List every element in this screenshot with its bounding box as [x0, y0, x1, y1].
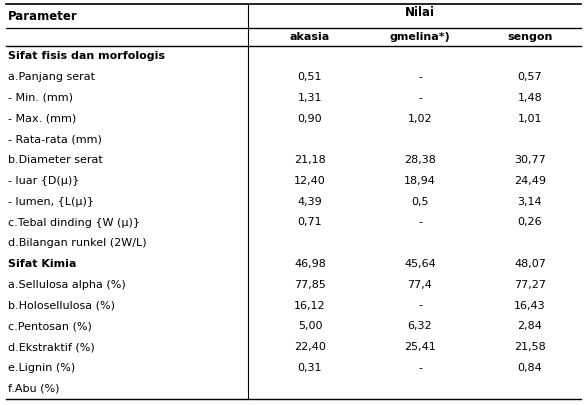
Text: f.Abu (%): f.Abu (%): [8, 384, 60, 394]
Text: a.Panjang serat: a.Panjang serat: [8, 72, 95, 82]
Text: 0,71: 0,71: [298, 217, 322, 228]
Text: Sifat Kimia: Sifat Kimia: [8, 259, 77, 269]
Text: 25,41: 25,41: [404, 342, 436, 352]
Text: 2,84: 2,84: [518, 321, 542, 331]
Text: - Rata-rata (mm): - Rata-rata (mm): [8, 134, 102, 145]
Text: 1,31: 1,31: [298, 93, 322, 103]
Text: b.Holosellulosa (%): b.Holosellulosa (%): [8, 301, 115, 311]
Text: a.Sellulosa alpha (%): a.Sellulosa alpha (%): [8, 280, 126, 290]
Text: 77,27: 77,27: [514, 280, 546, 290]
Text: -: -: [418, 72, 422, 82]
Text: 1,48: 1,48: [518, 93, 542, 103]
Text: 0,51: 0,51: [298, 72, 322, 82]
Text: -: -: [418, 93, 422, 103]
Text: 18,94: 18,94: [404, 176, 436, 186]
Text: sengon: sengon: [507, 32, 553, 42]
Text: 46,98: 46,98: [294, 259, 326, 269]
Text: akasia: akasia: [290, 32, 330, 42]
Text: Parameter: Parameter: [8, 9, 78, 23]
Text: -: -: [418, 301, 422, 311]
Text: e.Lignin (%): e.Lignin (%): [8, 363, 75, 373]
Text: 21,58: 21,58: [514, 342, 546, 352]
Text: 12,40: 12,40: [294, 176, 326, 186]
Text: 48,07: 48,07: [514, 259, 546, 269]
Text: 0,5: 0,5: [411, 197, 429, 207]
Text: c.Tebal dinding {W (μ)}: c.Tebal dinding {W (μ)}: [8, 217, 140, 228]
Text: Sifat fisis dan morfologis: Sifat fisis dan morfologis: [8, 51, 165, 62]
Text: 5,00: 5,00: [298, 321, 322, 331]
Text: 22,40: 22,40: [294, 342, 326, 352]
Text: 0,84: 0,84: [518, 363, 542, 373]
Text: - Min. (mm): - Min. (mm): [8, 93, 73, 103]
Text: 6,32: 6,32: [408, 321, 432, 331]
Text: - Max. (mm): - Max. (mm): [8, 114, 76, 124]
Text: 30,77: 30,77: [514, 155, 546, 165]
Text: 77,85: 77,85: [294, 280, 326, 290]
Text: d.Bilangan runkel (2W/L): d.Bilangan runkel (2W/L): [8, 238, 147, 248]
Text: 45,64: 45,64: [404, 259, 436, 269]
Text: 4,39: 4,39: [298, 197, 322, 207]
Text: 16,12: 16,12: [294, 301, 326, 311]
Text: 24,49: 24,49: [514, 176, 546, 186]
Text: - lumen, {L(μ)}: - lumen, {L(μ)}: [8, 197, 94, 207]
Text: d.Ekstraktif (%): d.Ekstraktif (%): [8, 342, 95, 352]
Text: -: -: [418, 217, 422, 228]
Text: - luar {D(μ)}: - luar {D(μ)}: [8, 176, 80, 186]
Text: 1,02: 1,02: [408, 114, 432, 124]
Text: -: -: [418, 363, 422, 373]
Text: 16,43: 16,43: [514, 301, 546, 311]
Text: 0,26: 0,26: [518, 217, 542, 228]
Text: 0,90: 0,90: [298, 114, 322, 124]
Text: 1,01: 1,01: [518, 114, 542, 124]
Text: 28,38: 28,38: [404, 155, 436, 165]
Text: 21,18: 21,18: [294, 155, 326, 165]
Text: b.Diameter serat: b.Diameter serat: [8, 155, 103, 165]
Text: 3,14: 3,14: [518, 197, 542, 207]
Text: 0,57: 0,57: [518, 72, 542, 82]
Text: 77,4: 77,4: [408, 280, 432, 290]
Text: gmelina*): gmelina*): [390, 32, 450, 42]
Text: c.Pentosan (%): c.Pentosan (%): [8, 321, 92, 331]
Text: Nilai: Nilai: [405, 6, 435, 19]
Text: 0,31: 0,31: [298, 363, 322, 373]
